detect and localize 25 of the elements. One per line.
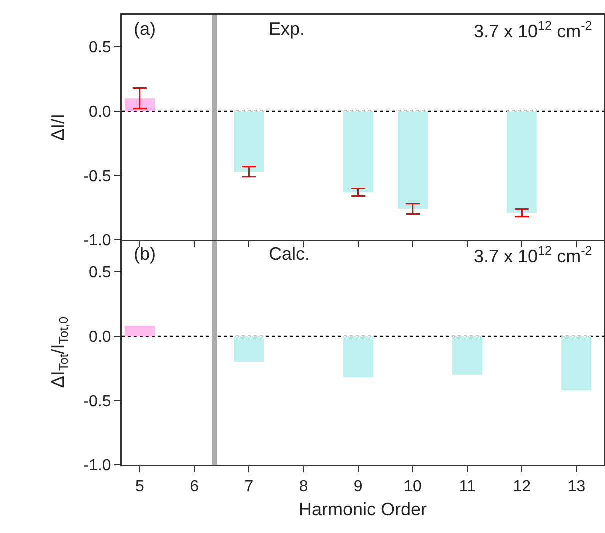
annotation: (b)	[134, 244, 156, 264]
x-tick-label: 9	[354, 478, 363, 496]
x-tick-label: 5	[136, 478, 145, 496]
y-axis-title: ΔI/I	[48, 114, 68, 142]
annotation: Calc.	[269, 244, 310, 264]
y-tick-label: -0.5	[84, 168, 112, 186]
y-tick-label: -0.5	[84, 393, 112, 410]
annotation: (a)	[134, 19, 156, 39]
x-tick-label: 13	[568, 478, 586, 496]
y-tick-label: 0.5	[89, 264, 112, 282]
x-tick-label: 12	[513, 478, 532, 496]
x-tick-label: 6	[190, 478, 200, 496]
annotation: 3.7 x 10$^{12}$ cm$^{-2}$	[474, 244, 592, 267]
y-tick-label: 0.0	[89, 329, 112, 346]
annotation: Exp.	[269, 19, 306, 39]
x-axis-title: Harmonic Order	[298, 500, 428, 520]
x-tick-label: 11	[459, 478, 476, 496]
y-tick-label: -1.0	[84, 458, 112, 475]
x-tick-label: 8	[299, 478, 308, 496]
y-tick-label: 0.5	[89, 40, 112, 57]
y-tick-label: 0.0	[89, 104, 112, 122]
x-tick-label: 10	[404, 478, 422, 496]
y-tick-label: -1.0	[84, 232, 112, 250]
annotation: 3.7 x 10$^{12}$ cm$^{-2}$	[474, 19, 592, 42]
x-tick-label: 7	[244, 478, 254, 496]
